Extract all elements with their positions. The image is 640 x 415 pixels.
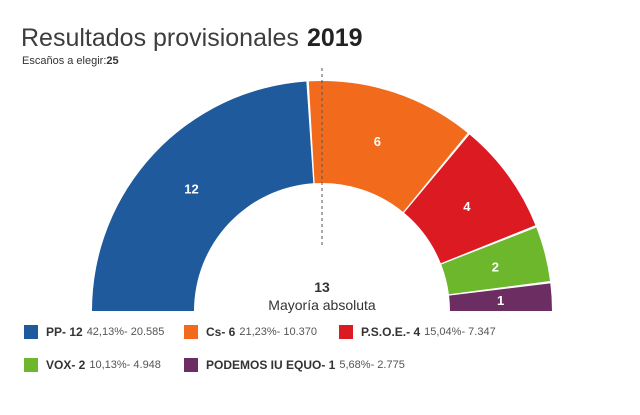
seat-segment-p-s-o-e	[404, 134, 536, 264]
legend-pct: 10,13%	[89, 359, 127, 371]
seats-label: Escaños a elegir:	[22, 55, 107, 67]
legend: PP- 12 42,13% - 20.585 Cs- 6 21,23% - 10…	[24, 323, 624, 389]
legend-name: VOX- 2	[46, 358, 86, 372]
seat-count-label: 6	[374, 134, 381, 149]
legend-row: PP- 12 42,13% - 20.585 Cs- 6 21,23% - 10…	[24, 323, 624, 341]
legend-votes: - 10.370	[276, 326, 318, 338]
seat-segment-cs	[308, 81, 468, 212]
legend-item-vox: VOX- 2 10,13% - 4.948	[24, 358, 184, 372]
seat-count-label: 12	[184, 181, 198, 196]
seat-segment-vox	[441, 227, 551, 295]
legend-swatch-cs	[184, 325, 198, 339]
legend-item-pp: PP- 12 42,13% - 20.585	[24, 325, 184, 339]
legend-swatch-podemos	[184, 358, 198, 372]
legend-name: Cs- 6	[206, 325, 236, 339]
seat-count-label: 1	[497, 293, 504, 308]
legend-votes: - 2.775	[370, 359, 405, 371]
seats-total: 25	[106, 55, 119, 67]
legend-name: PODEMOS IU EQUO- 1	[206, 358, 336, 372]
legend-name: PP- 12	[46, 325, 83, 339]
legend-swatch-vox	[24, 358, 38, 372]
legend-name: P.S.O.E.- 4	[361, 325, 421, 339]
legend-pct: 5,68%	[339, 359, 371, 371]
chart-segments: 12 6 4 2 1	[92, 81, 552, 311]
legend-swatch-pp	[24, 325, 38, 339]
legend-pct: 15,04%	[424, 326, 462, 338]
majority-label: Mayoría absoluta	[268, 297, 376, 313]
legend-row: VOX- 2 10,13% - 4.948 PODEMOS IU EQUO- 1…	[24, 356, 624, 374]
legend-pct: 21,23%	[239, 326, 277, 338]
seats-subtitle: Escaños a elegir:25	[22, 55, 119, 67]
page-title: Resultados provisionales 2019	[21, 24, 363, 53]
seat-count-label: 4	[463, 199, 471, 214]
seat-segment-pp	[92, 81, 314, 311]
legend-item-cs: Cs- 6 21,23% - 10.370	[184, 325, 339, 339]
legend-votes: - 7.347	[461, 326, 496, 338]
legend-pct: 42,13%	[86, 326, 124, 338]
majority-seats: 13	[314, 279, 330, 295]
seat-segment-podemos-iu-equo	[449, 283, 552, 311]
legend-item-psoe: P.S.O.E.- 4 15,04% - 7.347	[339, 325, 496, 339]
legend-votes: - 4.948	[126, 359, 161, 371]
seat-count-label: 2	[492, 259, 499, 274]
title-year: 2019	[306, 24, 363, 52]
legend-votes: - 20.585	[124, 326, 165, 338]
legend-item-podemos: PODEMOS IU EQUO- 1 5,68% - 2.775	[184, 358, 405, 372]
legend-swatch-psoe	[339, 325, 353, 339]
title-text: Resultados provisionales	[21, 24, 299, 52]
